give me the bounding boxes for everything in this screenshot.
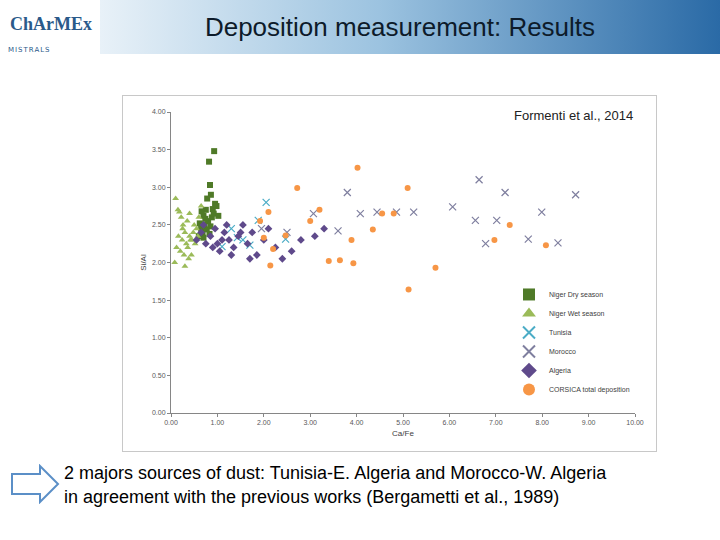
svg-text:2.50: 2.50: [152, 221, 166, 228]
svg-text:10.00: 10.00: [626, 419, 644, 426]
svg-text:3.00: 3.00: [152, 184, 166, 191]
svg-text:4.00: 4.00: [152, 108, 166, 115]
html-text:MISTRALS: MISTRALS: [8, 46, 51, 54]
svg-text:5.00: 5.00: [396, 419, 410, 426]
svg-text:Formenti et al., 2014: Formenti et al., 2014: [514, 108, 633, 123]
svg-text:1.00: 1.00: [152, 334, 166, 341]
html-text:in agreement with the previous: in agreement with the previous works (Be…: [64, 487, 560, 507]
svg-text:3.50: 3.50: [152, 146, 166, 153]
svg-text:9.00: 9.00: [582, 419, 596, 426]
svg-text:Si/Al: Si/Al: [139, 254, 148, 271]
svg-text:0.00: 0.00: [164, 419, 178, 426]
svg-text:8.00: 8.00: [535, 419, 549, 426]
svg-text:Niger Wet season: Niger Wet season: [549, 310, 605, 318]
svg-text:6.00: 6.00: [443, 419, 457, 426]
svg-text:2.00: 2.00: [152, 259, 166, 266]
svg-text:4.00: 4.00: [350, 419, 364, 426]
svg-text:0.50: 0.50: [152, 372, 166, 379]
svg-text:1.00: 1.00: [211, 419, 225, 426]
svg-text:Ca/Fe: Ca/Fe: [392, 429, 414, 438]
svg-text:3.00: 3.00: [303, 419, 317, 426]
svg-text:Niger Dry season: Niger Dry season: [549, 291, 603, 299]
svg-text:2.00: 2.00: [257, 419, 271, 426]
html-text:ChArMEx: ChArMEx: [10, 14, 92, 34]
svg-text:Tunisia: Tunisia: [549, 329, 571, 336]
svg-text:Morocco: Morocco: [549, 348, 576, 355]
html-text:Deposition measurement: Result: Deposition measurement: Results: [204, 12, 596, 42]
svg-text:0.00: 0.00: [152, 409, 166, 416]
svg-text:1.50: 1.50: [152, 297, 166, 304]
svg-text:7.00: 7.00: [489, 419, 503, 426]
svg-text:CORSICA total deposition: CORSICA total deposition: [549, 386, 630, 394]
svg-text:Algeria: Algeria: [549, 367, 571, 375]
html-text:2 majors sources of dust: Tuni: 2 majors sources of dust: Tunisia-E. Alg…: [64, 463, 607, 483]
